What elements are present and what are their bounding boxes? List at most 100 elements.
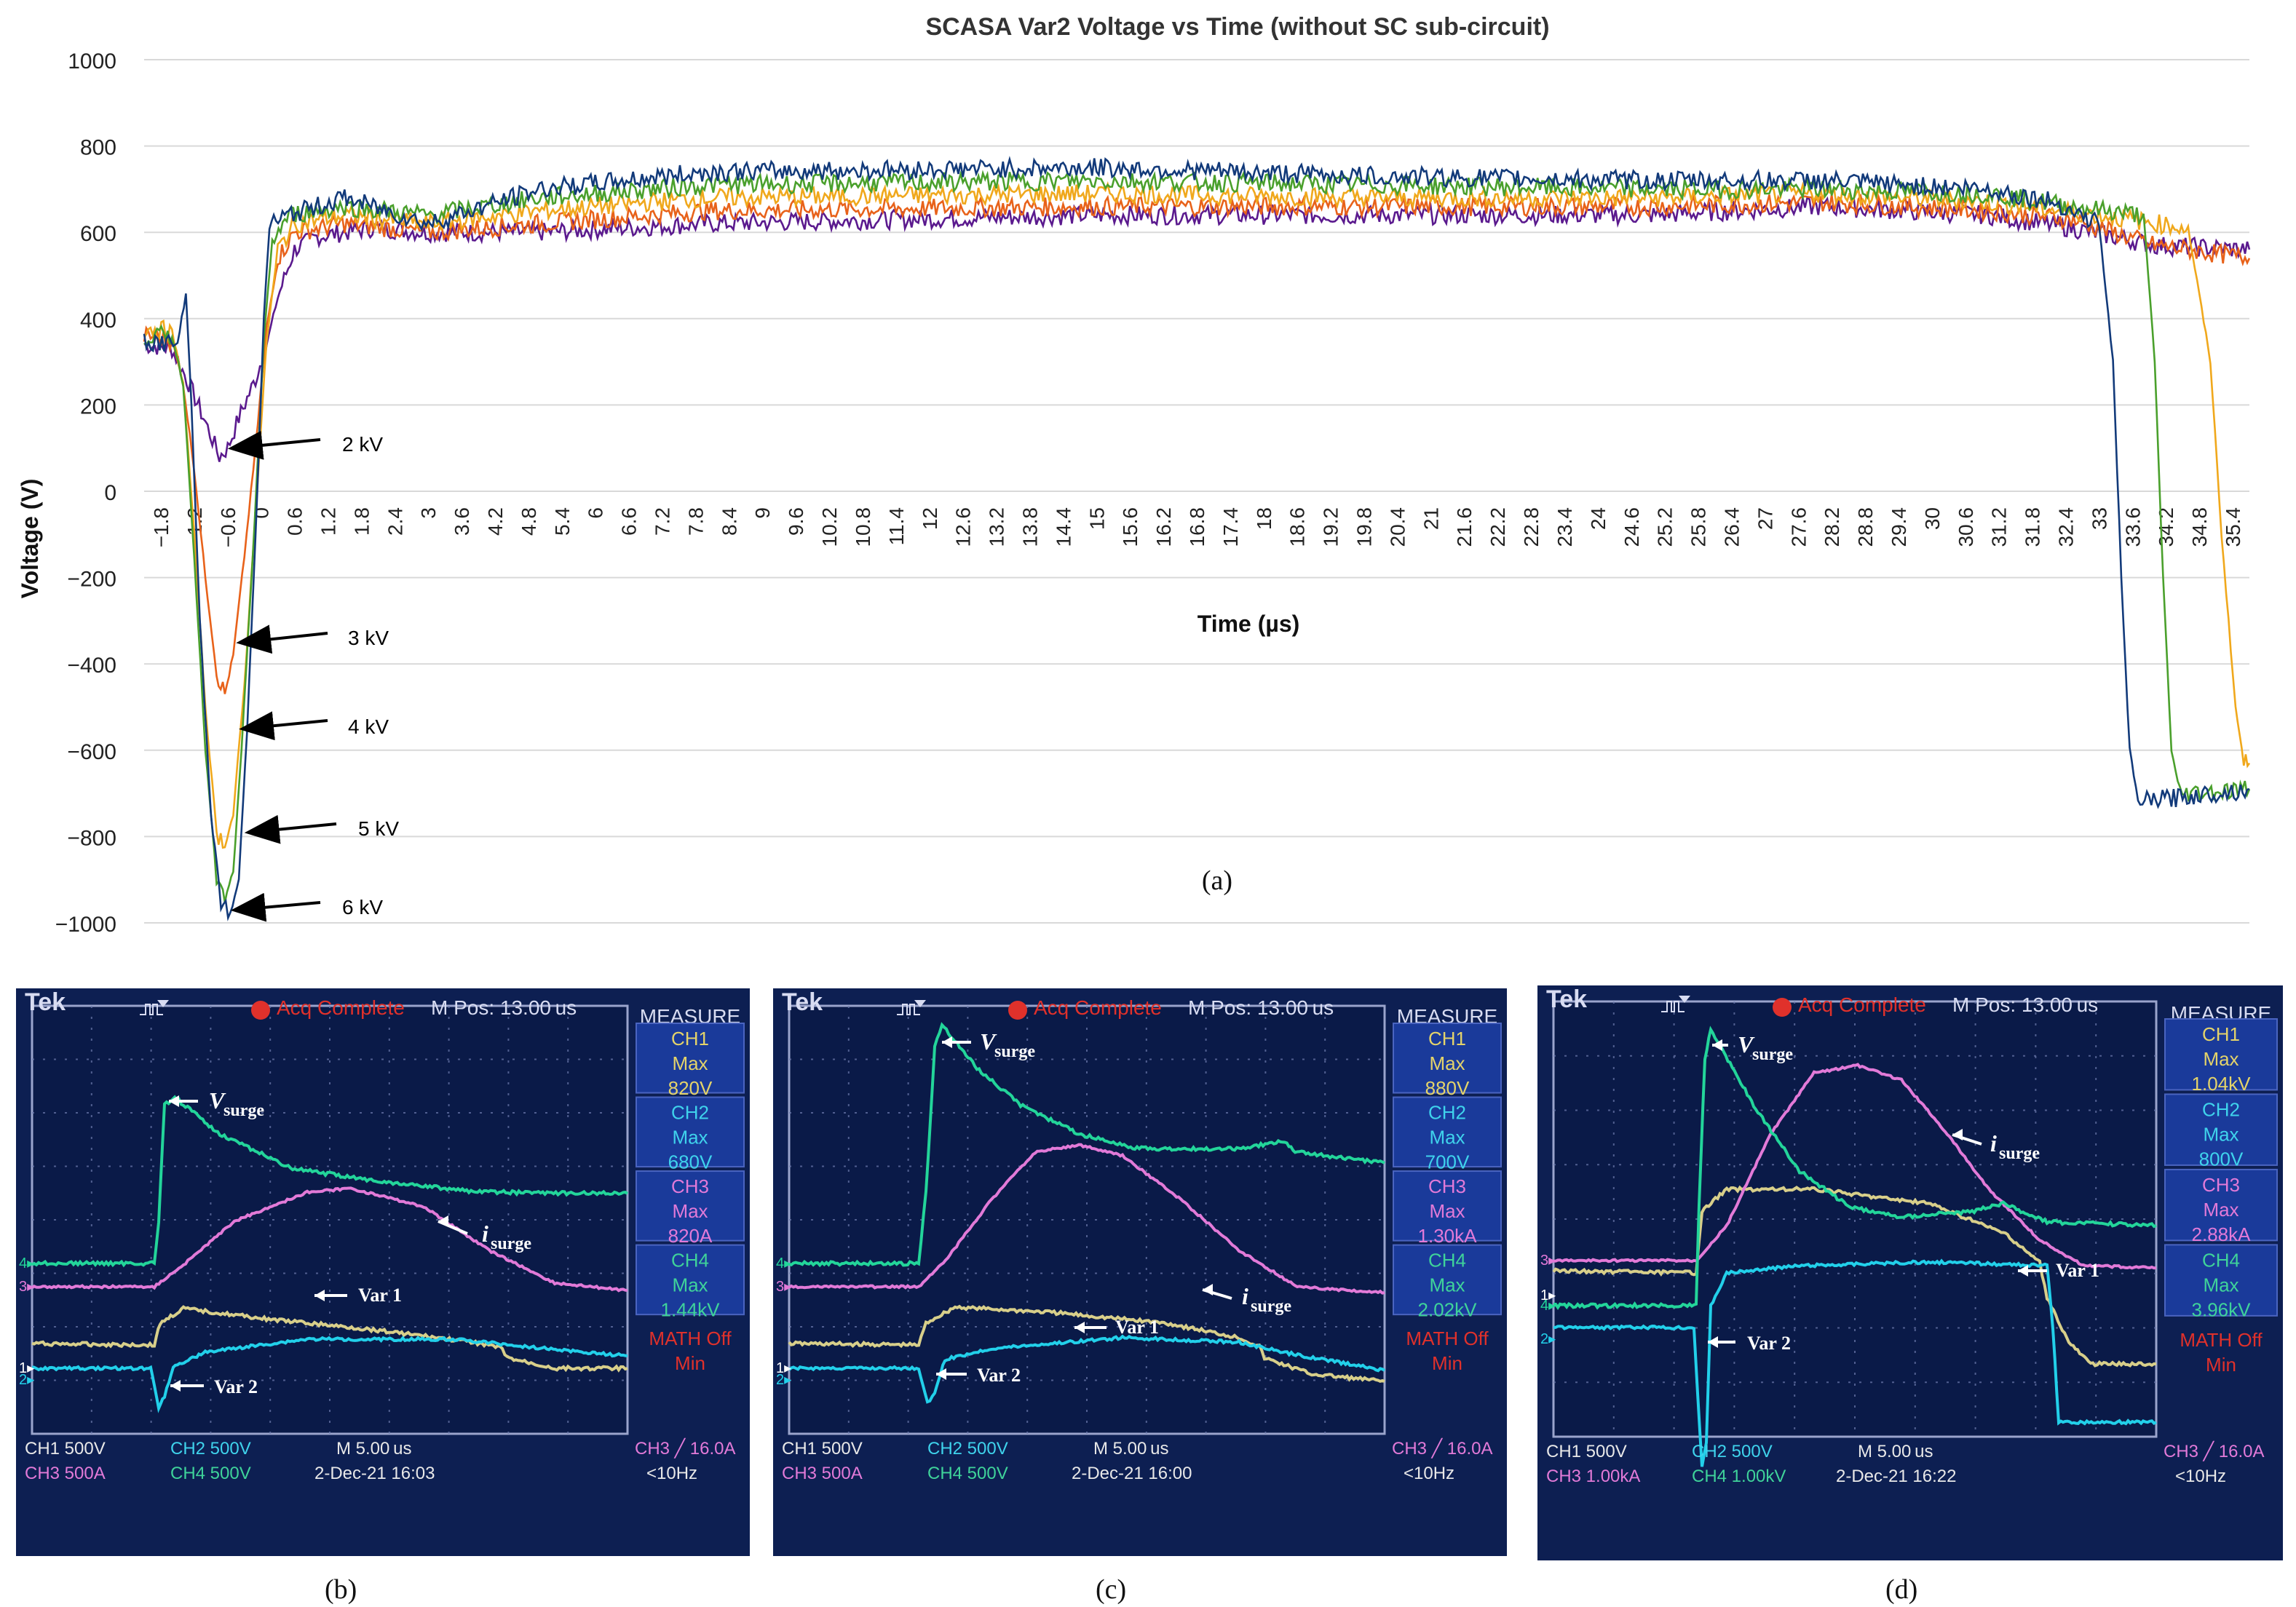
voltage-time-chart: SCASA Var2 Voltage vs Time (without SC s… xyxy=(17,13,2251,937)
measure-type: Max xyxy=(672,1127,708,1148)
trace-var1 xyxy=(788,1304,1385,1384)
measure-type: Max xyxy=(2203,1274,2238,1295)
x-tick-label: 10.8 xyxy=(852,507,874,547)
measure-box xyxy=(2164,1244,2278,1317)
x-tick-label: 17.4 xyxy=(1219,507,1242,547)
trigger-readout: CH3 ╱ 16.0A xyxy=(635,1437,736,1459)
x-tick-label: 21 xyxy=(1420,507,1442,530)
isurge-label: i xyxy=(482,1221,488,1247)
x-tick-label: 11.4 xyxy=(885,507,908,545)
x-tick-label: 0.6 xyxy=(284,507,306,536)
ch1-scale: CH1 500V xyxy=(782,1439,863,1459)
measure-value: 3.96kV xyxy=(2192,1298,2252,1320)
x-tick-label: 13.8 xyxy=(1018,507,1041,547)
timebase-readout: M 5.00 us xyxy=(336,1439,412,1459)
series-line-3-kV xyxy=(143,192,2251,694)
x-tick-label: 21.6 xyxy=(1453,507,1476,547)
x-tick-label: 1.2 xyxy=(317,507,339,536)
y-tick-label: 800 xyxy=(80,136,116,160)
y-tick-label: 1000 xyxy=(68,49,116,74)
ch2-scale: CH2 500V xyxy=(1692,1442,1773,1461)
measure-type: Max xyxy=(672,1274,708,1296)
x-tick-label: 34.8 xyxy=(2188,507,2211,547)
x-tick-label: 10.2 xyxy=(818,507,841,547)
x-tick-label: 16.2 xyxy=(1152,507,1175,547)
vsurge-label: V xyxy=(209,1087,226,1114)
annotation-arrow xyxy=(236,624,328,654)
x-tick-label: 29.4 xyxy=(1888,507,1910,547)
ch3-scale: CH3 1.00kA xyxy=(1546,1467,1640,1486)
trigger-readout: CH3 ╱ 16.0A xyxy=(1392,1437,1493,1459)
ch2-scale: CH2 500V xyxy=(927,1439,1008,1459)
var1-label: Var 1 xyxy=(358,1285,402,1306)
x-tick-label: 22.8 xyxy=(1520,507,1543,547)
trigger-readout: CH3 ╱ 16.0A xyxy=(2164,1440,2265,1461)
x-tick-label: 16.8 xyxy=(1186,507,1208,547)
isurge-label: i xyxy=(1990,1130,1997,1156)
acq-status-icon xyxy=(251,1001,270,1020)
y-tick-label: 600 xyxy=(80,222,116,246)
x-tick-label: 33 xyxy=(2088,507,2110,530)
annotation-label: 5 kV xyxy=(358,817,399,840)
annotation-label: 4 kV xyxy=(348,715,389,738)
chart-title: SCASA Var2 Voltage vs Time (without SC s… xyxy=(925,13,1549,41)
trace-vsurge xyxy=(1553,1025,2157,1311)
tek-logo: Tek xyxy=(782,988,823,1016)
var2-label: Var 2 xyxy=(1747,1333,1791,1354)
trace-isurge xyxy=(31,1186,628,1293)
x-tick-label: 12 xyxy=(919,507,941,530)
x-tick-label: 7.2 xyxy=(652,507,674,536)
date-time-readout: 2-Dec-21 16:22 xyxy=(1836,1467,1956,1486)
annotation-arrow xyxy=(239,711,328,741)
x-tick-label: 24.6 xyxy=(1620,507,1643,547)
x-tick-label: 4.2 xyxy=(484,507,507,536)
x-tick-label: 27 xyxy=(1754,507,1776,530)
isurge-sub-label: surge xyxy=(1999,1144,2040,1163)
measure-type: Max xyxy=(1429,1052,1465,1074)
y-tick-label: −400 xyxy=(67,654,116,678)
frequency-readout: <10Hz xyxy=(2175,1467,2226,1486)
y-tick-label: −800 xyxy=(67,826,116,850)
measure-value: 1.30kA xyxy=(1418,1225,1478,1247)
measure-channel: CH4 xyxy=(2202,1249,2240,1271)
chart-series xyxy=(143,156,2251,921)
acq-status-icon xyxy=(1008,1001,1027,1020)
x-tick-label: 6 xyxy=(585,507,607,519)
x-tick-label: 12.6 xyxy=(952,507,975,547)
trigger-position-icon xyxy=(914,1000,926,1007)
math-status: MATH Off xyxy=(1406,1328,1489,1349)
measure-channel: CH2 xyxy=(1428,1102,1466,1124)
x-tick-label: 34.2 xyxy=(2155,507,2177,547)
x-tick-label: −0.6 xyxy=(217,507,240,547)
x-axis-label: Time (µs) xyxy=(1198,611,1300,637)
annotation-arrow xyxy=(227,430,321,460)
trace-var1 xyxy=(1552,1185,2157,1368)
caption-d: (d) xyxy=(1885,1574,1918,1605)
x-tick-label: −1.8 xyxy=(150,507,173,547)
measure-channel: CH4 xyxy=(1428,1250,1466,1271)
measure-channel: CH2 xyxy=(671,1102,709,1124)
m-pos-readout: M Pos: 13.00 us xyxy=(1952,993,2098,1016)
acq-status-text: Acq Complete xyxy=(277,996,405,1019)
measure-box xyxy=(636,1244,745,1316)
timebase-readout: M 5.00 us xyxy=(1858,1442,1933,1461)
m-pos-readout: M Pos: 13.00 us xyxy=(431,996,577,1019)
caption-a: (a) xyxy=(1202,865,1232,896)
x-tick-label: 31.2 xyxy=(1988,507,2011,547)
measure-channel: CH3 xyxy=(671,1175,709,1197)
measure-box xyxy=(636,1170,745,1242)
x-tick-label: 32.4 xyxy=(2055,507,2078,547)
y-tick-label: −1000 xyxy=(55,913,116,937)
measure-box xyxy=(1393,1096,1502,1168)
channel-marker: 1▸ xyxy=(19,1360,34,1376)
trace-var1 xyxy=(31,1305,628,1373)
chart-annotations: 2 kV 3 kV 4 kV 5 kV 6 kV xyxy=(227,430,399,922)
var1-label: Var 1 xyxy=(2056,1260,2099,1281)
date-time-readout: 2-Dec-21 16:03 xyxy=(314,1464,435,1483)
channel-marker: 3▸ xyxy=(1540,1253,1556,1269)
isurge-sub-label: surge xyxy=(491,1234,531,1253)
x-tick-label: 25.2 xyxy=(1654,507,1677,547)
ch4-scale: CH4 1.00kV xyxy=(1692,1467,1786,1486)
measure-box xyxy=(2164,1093,2278,1166)
